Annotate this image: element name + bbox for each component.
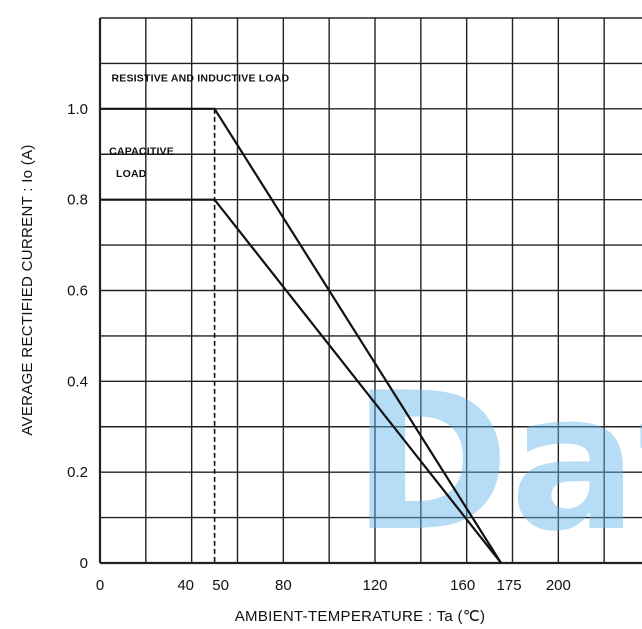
x-tick-label: 160 bbox=[450, 577, 475, 594]
series-lines bbox=[100, 107, 502, 564]
x-tick-label: 120 bbox=[362, 577, 387, 594]
x-tick-label: 0 bbox=[96, 577, 104, 594]
x-tick-labels: 0 40 50 80 120 160 175 200 bbox=[96, 577, 571, 594]
annotation-label: LOAD bbox=[116, 168, 147, 180]
y-tick-label: 0.2 bbox=[67, 464, 88, 481]
y-tick-labels: 0 0.2 0.4 0.6 0.8 1.0 bbox=[67, 101, 88, 572]
annotations: RESISTIVE AND INDUCTIVE LOAD CAPACITIVE LO… bbox=[109, 73, 289, 180]
x-axis-label: AMBIENT-TEMPERATURE : Ta (℃) bbox=[235, 608, 486, 625]
y-tick-label: 0.8 bbox=[67, 192, 88, 209]
y-tick-label: 0.6 bbox=[67, 283, 88, 300]
annotation-label: RESISTIVE AND INDUCTIVE LOAD bbox=[111, 73, 289, 85]
y-tick-label: 1.0 bbox=[67, 101, 88, 118]
watermark-layer: Dat bbox=[352, 352, 642, 573]
x-tick-label: 80 bbox=[275, 577, 292, 594]
y-axis-label: AVERAGE RECTIFIED CURRENT : Io (A) bbox=[19, 144, 36, 435]
x-tick-label: 40 bbox=[177, 577, 194, 594]
y-tick-label: 0 bbox=[80, 555, 88, 572]
x-tick-label: 200 bbox=[546, 577, 571, 594]
series-line-capacitive bbox=[100, 198, 502, 564]
grid bbox=[98, 17, 642, 565]
x-tick-label: 50 bbox=[212, 577, 229, 594]
x-tick-label: 175 bbox=[497, 577, 522, 594]
y-tick-label: 0.4 bbox=[67, 373, 88, 390]
watermark: Dat bbox=[352, 352, 642, 573]
annotation-label: CAPACITIVE bbox=[109, 145, 174, 157]
series-line-resistive-inductive bbox=[100, 107, 502, 564]
